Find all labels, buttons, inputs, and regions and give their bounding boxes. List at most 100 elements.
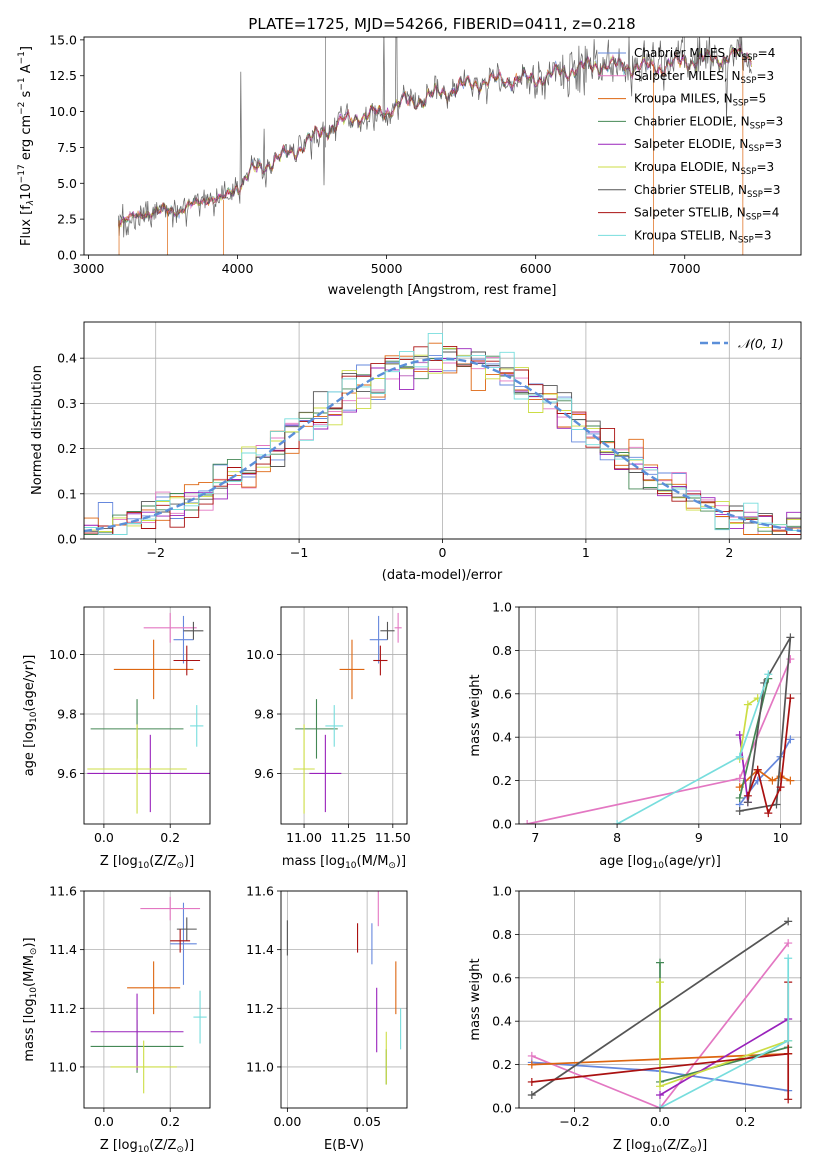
y-tick-label: 9.6 [57, 766, 77, 781]
y-tick-label: 11.4 [246, 942, 274, 957]
x-axis-label-part: )] [396, 854, 406, 869]
x-axis-label: Z [log10(Z/Z⊙)] [613, 1138, 707, 1155]
x-axis-label-part: )] [697, 1138, 707, 1153]
legend-label-sub: SSP [746, 213, 762, 223]
x-axis-label-part: ⊙ [176, 861, 184, 871]
y-tick-label: 0.6 [492, 686, 512, 701]
data-marker [786, 655, 795, 664]
errorbar-point-kroupa-stelib [325, 705, 344, 747]
legend-label-tail: =3 [766, 114, 784, 128]
x-axis-label-part: 10 [652, 861, 664, 871]
series-salpeter-stelib [743, 694, 795, 818]
legend-entry: Kroupa STELIB, NSSP=3 [598, 228, 772, 245]
x-tick-label: −2 [146, 545, 164, 560]
data-marker [735, 752, 744, 761]
data-marker [786, 694, 795, 703]
y-tick-label: 2.5 [57, 212, 77, 227]
y-axis-label-part: A [19, 64, 34, 77]
errorbar-point-chabrier-miles [173, 615, 194, 664]
legend-entry: Kroupa ELODIE, NSSP=3 [598, 160, 774, 177]
data-marker [764, 670, 773, 679]
y-tick-label: 11.2 [49, 1001, 77, 1016]
errorbar-point-chabrier-stelib [380, 621, 395, 640]
series-line [531, 942, 789, 1108]
plot-area-mass-vs-Z [90, 896, 207, 1094]
plot-area-age-vs-Z [87, 612, 210, 814]
data-marker [784, 954, 793, 963]
errorbar-point-salpeter-miles [140, 896, 201, 921]
data-marker [743, 791, 752, 800]
spectrum-line-salpeter-stelib [118, 45, 752, 226]
legend-label: Salpeter STELIB, NSSP=4 [634, 206, 779, 223]
legend-entry: Chabrier MILES, NSSP=4 [598, 46, 775, 63]
y-axis-label: Normed distribution [30, 365, 45, 495]
data-marker [786, 633, 795, 642]
y-tick-label: 11.6 [246, 884, 274, 899]
y-tick-label: 0.0 [57, 532, 77, 547]
legend-label-tail: =3 [764, 137, 782, 151]
x-axis-label-part: (Z/Z [149, 854, 176, 869]
legend-label-tail: =5 [749, 92, 767, 106]
y-tick-label: 0.4 [492, 730, 512, 745]
y-tick-label: 0.8 [492, 643, 512, 658]
legend-entry: Chabrier STELIB, NSSP=3 [598, 183, 781, 200]
y-axis-label-part: 10 [29, 711, 39, 723]
legend-label-tail: =4 [762, 206, 780, 220]
axes-frame [83, 36, 802, 256]
data-marker [735, 806, 744, 815]
errorbar-point-salpeter-stelib [170, 929, 191, 953]
legend-label-text: Chabrier STELIB, N [634, 183, 747, 197]
errorbar-point-kroupa-miles [113, 639, 194, 700]
y-axis-label-part: −1 [17, 77, 27, 90]
x-axis-label-part: (Z/Z [149, 1138, 176, 1153]
legend-label-text: Kroupa STELIB, N [634, 228, 738, 242]
x-axis-label-part: (M/M [357, 854, 389, 869]
legend-label: Salpeter MILES, NSSP=3 [634, 69, 774, 86]
errorbar-point-kroupa-elodie [87, 724, 187, 814]
x-tick-label: 3000 [73, 261, 105, 276]
y-tick-label: 0.2 [492, 1057, 512, 1072]
legend-label: Salpeter ELODIE, NSSP=3 [634, 137, 782, 154]
errorbar-point-salpeter-elodie [87, 734, 210, 813]
legend-label-text: Chabrier MILES, N [634, 46, 742, 60]
series-line [616, 674, 770, 824]
legend-label: Kroupa ELODIE, NSSP=3 [634, 160, 774, 177]
errorbar-point-kroupa-stelib [193, 990, 207, 1044]
y-axis-label: age [log10(age/yr)] [22, 655, 39, 777]
y-axis-label-part: ] [19, 46, 34, 51]
series-chabrier-stelib [527, 917, 793, 1099]
data-marker [656, 1104, 664, 1108]
x-axis-label-part: 10 [345, 861, 357, 871]
series-salpeter-elodie [656, 1015, 793, 1099]
errorbar-point-chabrier-stelib [183, 621, 204, 640]
y-tick-label: 0.0 [492, 1101, 512, 1116]
y-axis-label-part: 10 [29, 987, 39, 999]
x-tick-label: 4000 [222, 261, 254, 276]
histogram-kroupa-stelib [84, 332, 801, 539]
legend-label-text: Salpeter STELIB, N [634, 206, 746, 220]
figure-title: PLATE=1725, MJD=54266, FIBERID=0411, z=0… [248, 15, 635, 33]
x-tick-label: 2 [725, 545, 733, 560]
y-tick-label: 0.0 [57, 248, 77, 263]
x-tick-label: 5000 [371, 261, 403, 276]
data-marker [656, 958, 664, 967]
y-tick-label: 0.4 [492, 1014, 512, 1029]
normal-reference-curve [84, 357, 801, 533]
y-axis-label: Flux [fλ10−17 erg cm−2 s−1 A−1] [17, 46, 36, 246]
data-marker [656, 978, 664, 987]
legend-label-sub: SSP [742, 53, 758, 63]
y-axis-label-part: age [log [22, 723, 37, 776]
legend-label: Kroupa MILES, NSSP=5 [634, 92, 766, 109]
y-tick-label: 1.0 [492, 884, 512, 899]
series-salpeter-miles [523, 655, 795, 824]
y-axis-label: mass [log10(M/M⊙)] [22, 937, 39, 1061]
errorbar-point-salpeter-elodie [309, 734, 342, 813]
series-kroupa-stelib [656, 954, 793, 1108]
axes-frame [518, 606, 802, 825]
x-tick-label: 9 [695, 830, 703, 845]
y-tick-label: 9.6 [254, 766, 274, 781]
y-tick-label: 0.6 [492, 970, 512, 985]
legend-label-sub: SSP [741, 76, 757, 86]
legend-label-sub: SSP [733, 99, 749, 109]
series-line [659, 982, 789, 1088]
